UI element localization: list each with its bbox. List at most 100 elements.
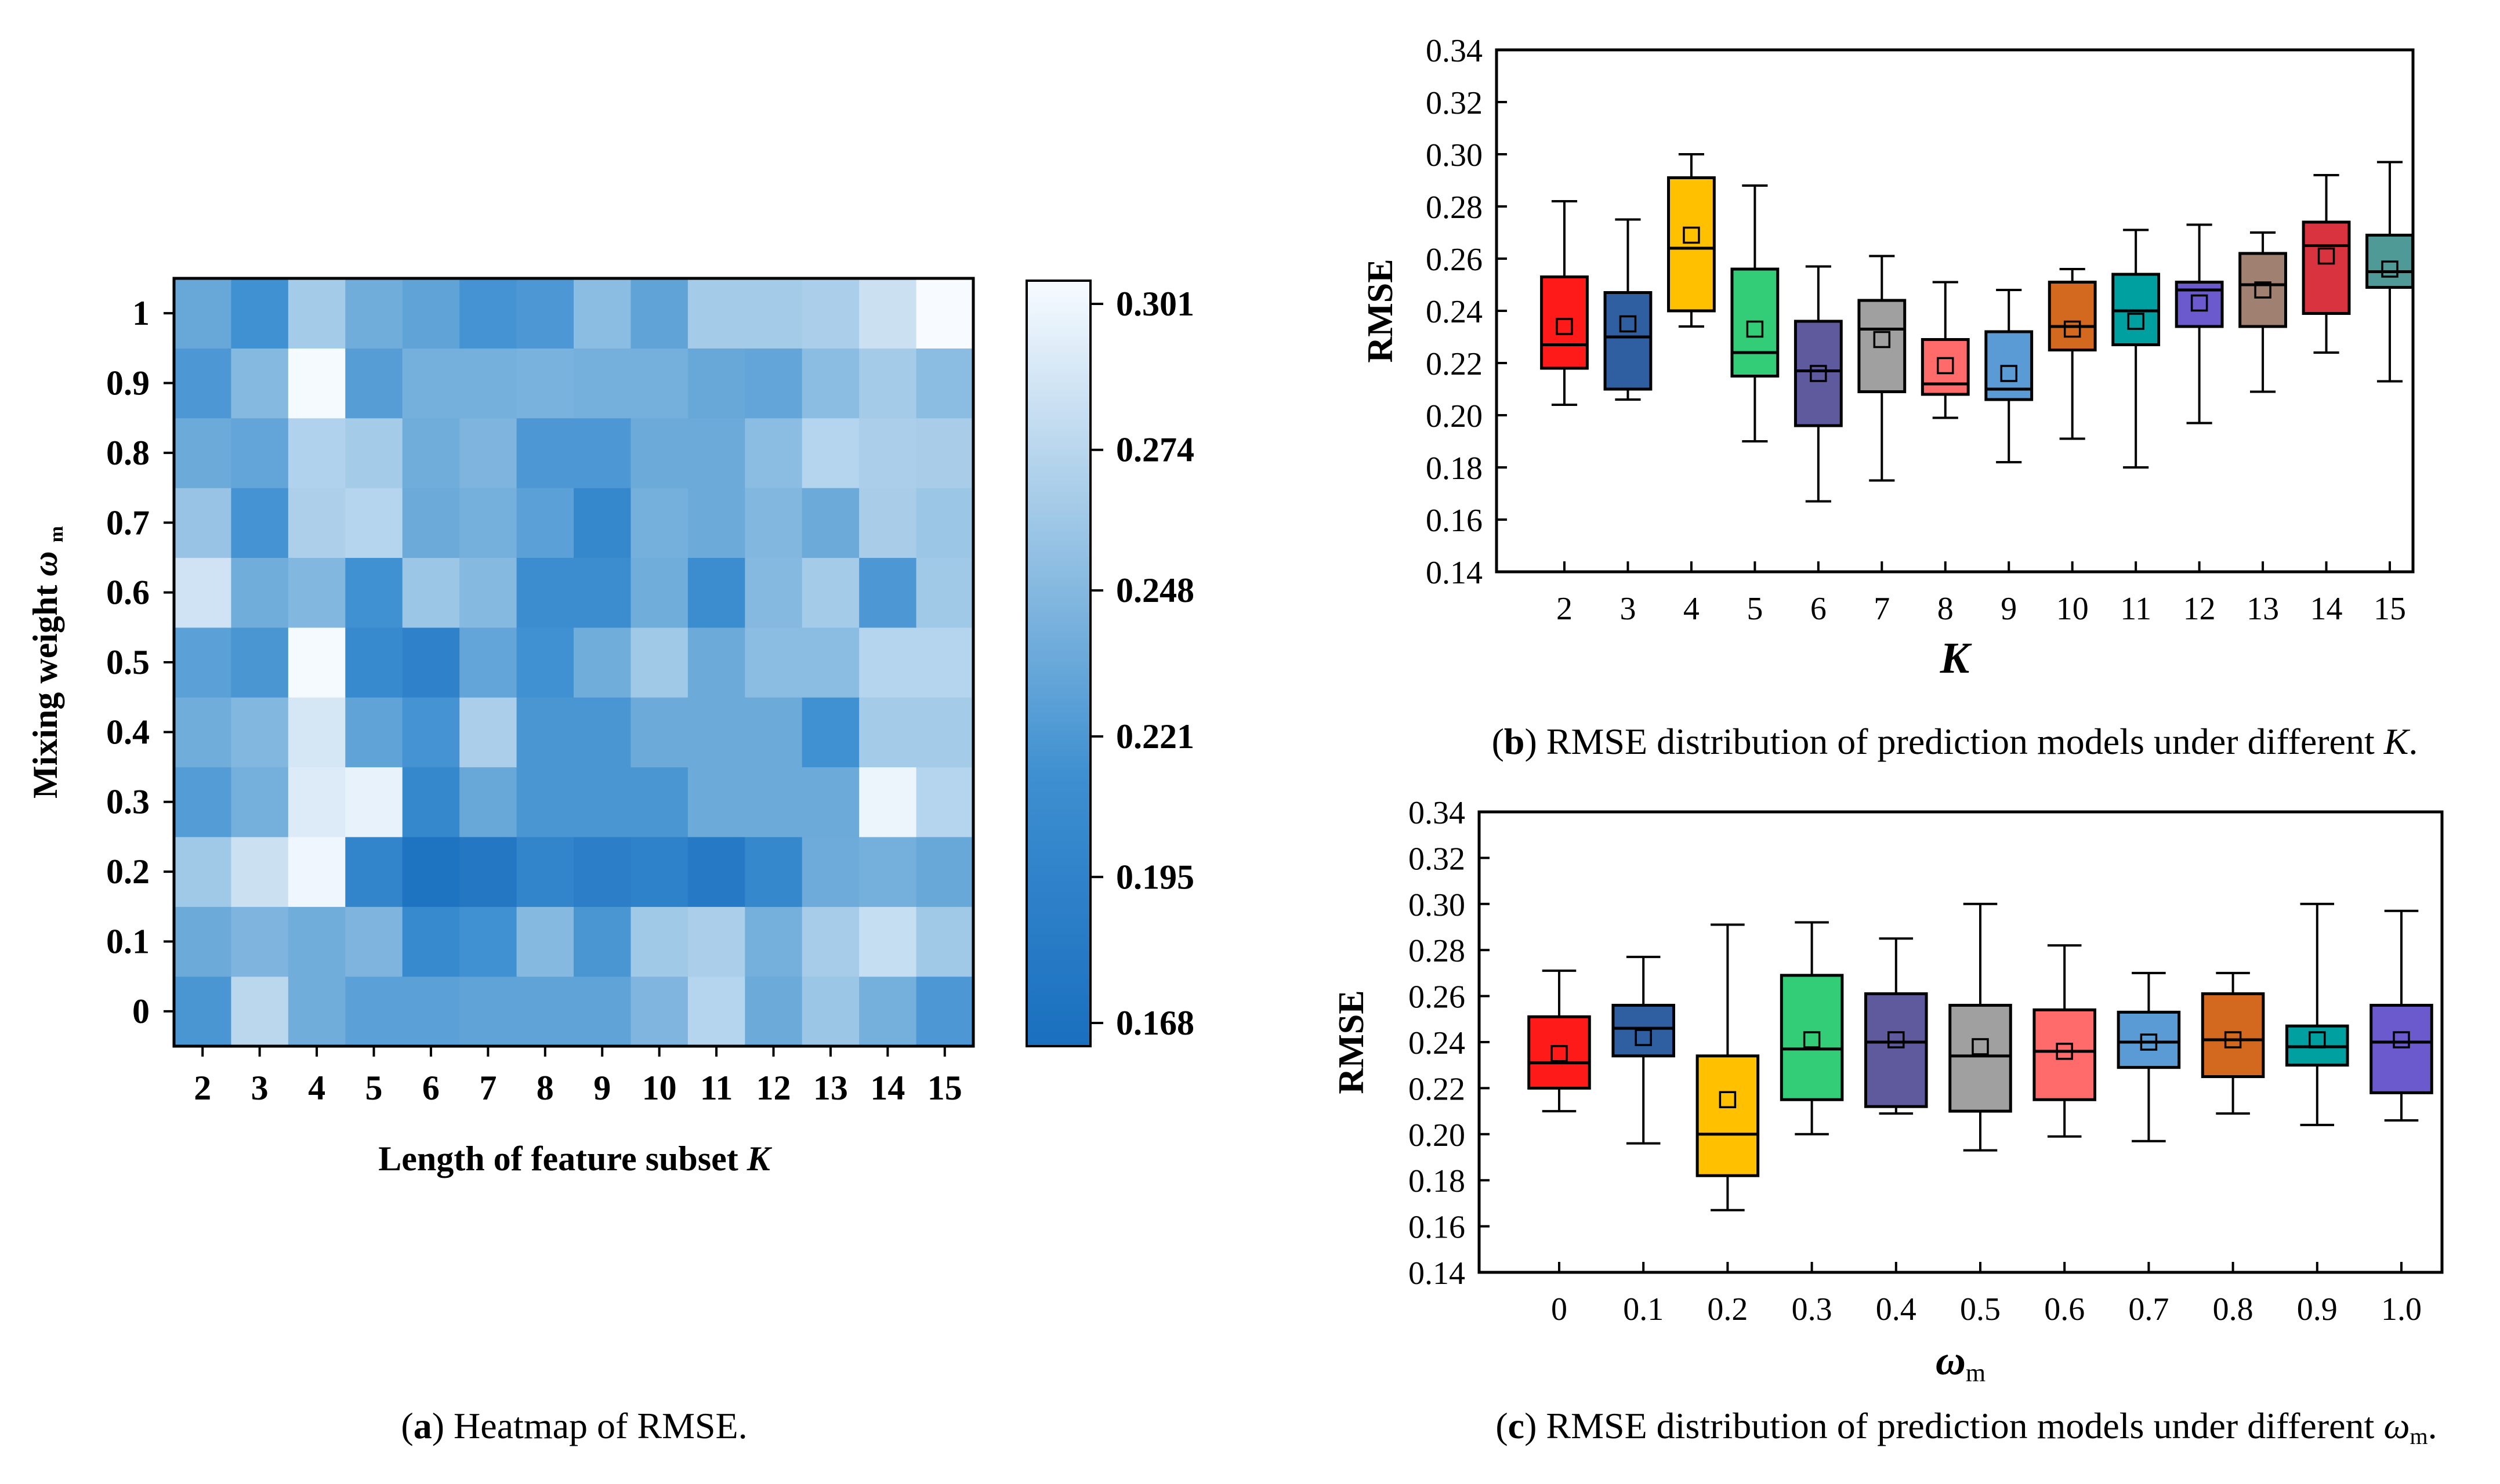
heatmap-cell: [345, 418, 403, 488]
colorbar-tick-label: 0.221: [1116, 717, 1194, 756]
heatmap-y-tick-label: 0.8: [106, 434, 150, 472]
heatmap-cell: [859, 557, 917, 628]
heatmap-y-tick-label: 0.3: [106, 783, 150, 821]
boxplot-w-x-tick-label: 0.7: [2128, 1291, 2169, 1327]
heatmap-cell: [631, 627, 689, 698]
heatmap-cell: [231, 488, 289, 558]
heatmap-cell: [402, 488, 460, 558]
boxplot-k-mean-marker: [2000, 365, 2017, 382]
heatmap-cell: [288, 697, 346, 768]
heatmap-cell: [288, 836, 346, 907]
heatmap-cell: [687, 976, 745, 1047]
heatmap-cell: [859, 278, 917, 349]
caption-b-var: K: [2383, 721, 2411, 762]
heatmap-x-tick-label: 8: [537, 1069, 554, 1107]
colorbar-tick-label: 0.168: [1116, 1004, 1194, 1042]
boxplot-w-mean-marker: [1635, 1029, 1652, 1046]
heatmap-cell: [802, 906, 860, 977]
heatmap-cell: [745, 627, 803, 698]
heatmap-y-tick-label: 0.4: [106, 713, 150, 751]
heatmap-cell: [802, 348, 860, 419]
heatmap-cell: [687, 767, 745, 837]
boxplot-k-y-tick-label: 0.16: [1426, 503, 1483, 539]
boxplot-w-box: [1948, 1003, 2012, 1113]
boxplot-w-mean-marker: [1803, 1031, 1821, 1048]
heatmap-cell: [745, 836, 803, 907]
colorbar: [1026, 280, 1092, 1047]
heatmap-cell: [459, 627, 517, 698]
caption-b: (b) RMSE distribution of prediction mode…: [1492, 721, 2418, 762]
boxplot-k-x-tick-label: 5: [1747, 591, 1763, 627]
caption-b-letter: b: [1504, 721, 1525, 762]
heatmap-cell: [745, 697, 803, 768]
boxplot-w-y-ticks: 0.14 0.16 0.18 0.20 0.22 0.24 0.26 0.28 0.30 0.32…: [1408, 795, 1490, 1291]
colorbar-ticks: 0.168 0.195 0.221 0.248 0.274 0.301: [1090, 285, 1194, 1042]
heatmap-cell: [574, 767, 632, 837]
heatmap-x-tick-label: 14: [870, 1069, 905, 1107]
heatmap-cell: [174, 697, 232, 768]
heatmap-cell: [288, 488, 346, 558]
heatmap-cell: [516, 836, 574, 907]
heatmap-cell: [459, 557, 517, 628]
heatmap-cell: [687, 906, 745, 977]
boxplot-w-mean-marker: [1550, 1045, 1568, 1062]
heatmap-cell: [345, 348, 403, 419]
heatmap-cell: [402, 418, 460, 488]
heatmap-cell: [916, 697, 974, 768]
heatmap-cell: [459, 488, 517, 558]
heatmap-x-tick-label: 4: [308, 1069, 325, 1107]
boxplot-k-y-tick-label: 0.18: [1426, 451, 1483, 487]
heatmap-x-tick-label: 10: [642, 1069, 677, 1107]
heatmap-cell: [516, 278, 574, 349]
heatmap-cell: [516, 767, 574, 837]
boxplot-k-mean-marker: [1556, 318, 1573, 335]
boxplot-k-mean-marker: [1873, 331, 1891, 349]
boxplot-k-x-tick-label: 7: [1874, 591, 1890, 627]
boxplot-k-x-tick-label: 2: [1556, 591, 1573, 627]
heatmap-cell: [174, 557, 232, 628]
boxplot-w-x-axis-label: ωm: [1936, 1337, 1985, 1387]
boxplot-w-mean-marker: [1719, 1091, 1737, 1108]
heatmap-cell: [516, 488, 574, 558]
boxplot-k-box: [2238, 252, 2287, 328]
heatmap-cell: [574, 627, 632, 698]
heatmap-cell: [231, 836, 289, 907]
boxplot-k-y-tick-label: 0.22: [1426, 346, 1483, 382]
heatmap-cell: [745, 767, 803, 837]
heatmap-cell: [574, 488, 632, 558]
boxplot-k-box: [1667, 176, 1716, 313]
boxplot-k-y-tick-label: 0.30: [1426, 137, 1483, 173]
heatmap-cell: [574, 278, 632, 349]
heatmap-cell: [574, 836, 632, 907]
boxplot-k-x-ticks: 2 3 4 5 6 7 8 9 10 11 12 13 14 15: [1556, 561, 2406, 627]
heatmap-cell: [859, 627, 917, 698]
boxplot-w-x-tick-label: 0.2: [1707, 1291, 1748, 1327]
heatmap-cell: [516, 348, 574, 419]
heatmap-y-tick-label: 0.6: [106, 574, 150, 612]
heatmap-y-tick-label: 0.1: [106, 922, 150, 960]
boxplot-w-box: [1527, 1015, 1591, 1090]
colorbar-tick-label: 0.195: [1116, 858, 1194, 896]
boxplot-w-x-tick-label: 0.1: [1623, 1291, 1664, 1327]
heatmap-cell: [402, 697, 460, 768]
heatmap-x-axis-label-text: Length of feature subset: [378, 1140, 738, 1178]
heatmap-cell: [916, 418, 974, 488]
heatmap-cell: [459, 278, 517, 349]
heatmap-cell: [745, 348, 803, 419]
heatmap-cell: [802, 557, 860, 628]
boxplot-k-x-tick-label: 6: [1810, 591, 1827, 627]
heatmap-cell: [459, 976, 517, 1047]
heatmap-cell: [574, 348, 632, 419]
boxplot-k-mean-marker: [1937, 357, 1954, 375]
boxplot-k-y-tick-label: 0.28: [1426, 190, 1483, 226]
boxplot-w-x-tick-label: 0.9: [2297, 1291, 2338, 1327]
heatmap-cell: [687, 697, 745, 768]
boxplot-w-box: [2117, 1010, 2181, 1069]
boxplot-k-x-tick-label: 8: [1937, 591, 1954, 627]
boxplot-w-y-tick-label: 0.16: [1408, 1210, 1465, 1246]
boxplot-w-box: [1864, 992, 1928, 1108]
boxplot-w-y-tick-label: 0.26: [1408, 979, 1465, 1015]
heatmap-y-tick-label: 0.2: [106, 852, 150, 891]
heatmap-panel: 2 3 4 5 6 7 8 9 10 11 12 13 14 15 0 0.1 0.2 0.3 0.4 0.5 0.6…: [26, 277, 1194, 1446]
heatmap-cell: [288, 348, 346, 419]
